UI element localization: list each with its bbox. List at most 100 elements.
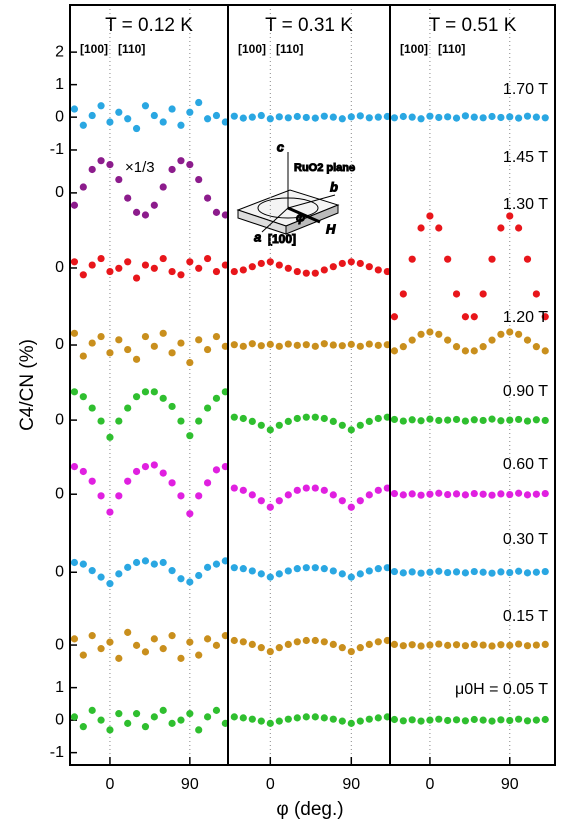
data-point [106,726,114,734]
data-point [275,113,283,121]
data-point [212,641,221,649]
data-point [311,484,319,492]
data-point [106,161,114,169]
data-point [320,565,328,573]
data-point [515,415,523,424]
data-point [365,567,373,575]
data-point [426,568,434,576]
data-point [257,497,265,505]
data-point [338,717,346,725]
data-point [88,567,96,575]
data-point [150,388,158,396]
data-point [177,654,185,662]
data-point [408,113,416,121]
data-point [374,565,382,573]
data-point [79,393,87,401]
data-point [266,573,274,581]
data-point [97,645,105,653]
data-point [150,264,158,272]
data-point [408,416,416,424]
data-point [515,114,523,122]
data-point [230,267,238,276]
data-point [488,642,496,650]
data-point [177,492,185,500]
data-point [311,713,319,721]
data-point [435,640,443,648]
data-point [203,345,212,354]
data-point [302,341,310,349]
data-point [124,404,132,412]
x-tick-label: 0 [105,776,114,793]
data-point [356,570,364,578]
data-point [347,258,355,266]
x-tick-label: 90 [342,776,360,793]
data-point [88,404,96,412]
data-point [347,503,355,511]
data-point [408,490,416,498]
data-point [132,710,141,718]
data-point [97,417,105,425]
data-point [106,118,114,126]
annotation-110: [110] [438,42,465,56]
data-point [435,715,443,723]
data-point [79,352,87,360]
data-point [115,108,123,116]
data-point [506,212,514,220]
data-point [541,416,549,425]
data-point [239,486,247,494]
data-point [338,115,346,123]
data-point [329,640,337,649]
data-point [284,264,292,272]
data-point [479,416,487,425]
data-point [284,114,292,122]
data-point [88,261,96,269]
data-point [186,432,194,440]
x-tick-label: 0 [266,776,275,793]
data-point [97,492,105,500]
data-point [523,255,532,263]
data-point [444,641,452,649]
data-point [374,638,382,646]
data-point [141,723,150,731]
data-point [390,715,399,724]
x-axis-label: φ (deg.) [276,799,343,820]
data-point [124,194,132,202]
data-point [124,477,132,485]
data-point [444,490,452,499]
data-point [365,114,373,122]
data-point [488,336,496,344]
data-point [88,165,96,174]
data-point [70,713,79,721]
data-point [374,341,382,349]
data-point [115,492,123,500]
data-point [88,111,96,120]
data-point [320,638,328,646]
y-tick-label: 0 [55,259,64,276]
data-point [302,713,310,721]
data-point [435,489,443,497]
data-point [515,640,523,648]
data-point [399,417,407,425]
data-point [452,114,461,122]
data-point [106,349,114,357]
data-point [452,641,461,649]
data-point [470,416,478,424]
data-point [356,497,364,505]
data-point [365,715,373,723]
data-point [452,490,461,498]
data-point [347,573,355,581]
y-axis-label: C4/CN (%) [17,339,38,431]
data-point [150,111,158,120]
data-point [248,567,256,575]
data-point [356,342,364,350]
data-point [159,394,167,402]
data-point [479,568,487,576]
data-point [470,113,478,121]
field-arrow [287,206,321,224]
data-point [168,349,176,357]
panel-title: T = 0.31 K [265,15,353,36]
data-point [435,113,443,122]
data-point [399,290,407,298]
data-point [374,266,382,274]
